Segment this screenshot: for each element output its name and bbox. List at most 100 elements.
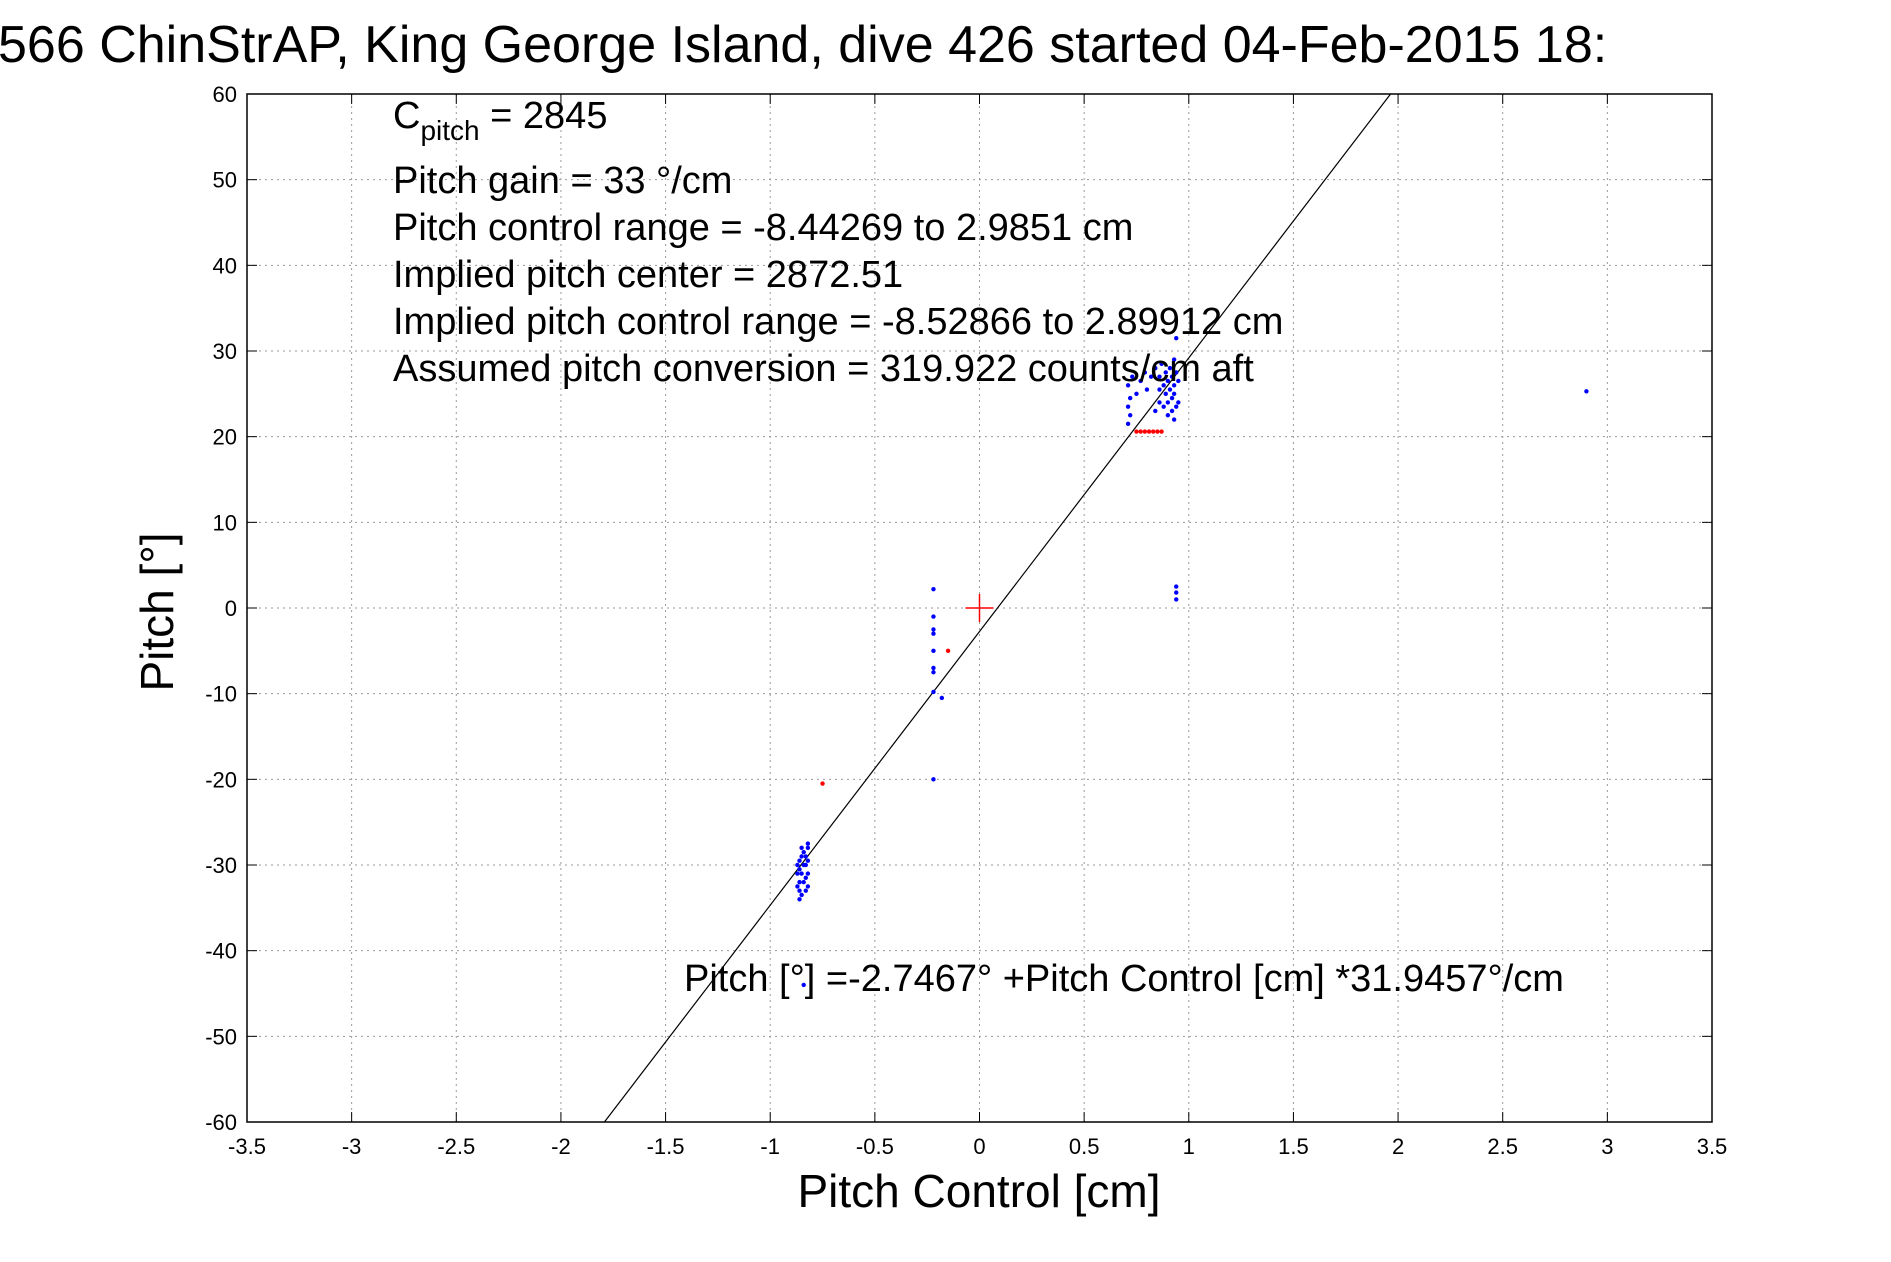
- data-point-red: [1134, 429, 1139, 434]
- data-point-blue: [931, 614, 936, 619]
- data-point-blue: [1134, 391, 1139, 397]
- data-point-blue: [1157, 387, 1162, 392]
- data-point-blue: [801, 982, 806, 988]
- data-point-blue: [803, 862, 808, 868]
- data-point-blue: [1127, 395, 1133, 401]
- x-tick-label: 3.5: [1697, 1134, 1728, 1159]
- data-point-blue: [939, 695, 945, 701]
- y-tick-label: 10: [213, 510, 237, 535]
- y-tick-label: -20: [205, 767, 237, 792]
- c-pitch-value: = 2845: [480, 95, 608, 137]
- data-point-blue: [801, 849, 806, 855]
- c-pitch-sub: pitch: [420, 115, 479, 146]
- data-point-blue: [805, 884, 811, 889]
- data-point-blue: [1584, 389, 1589, 394]
- data-point-red: [945, 648, 951, 654]
- data-points: [795, 335, 1589, 988]
- x-tick-label: -2: [551, 1134, 571, 1159]
- data-point-blue: [1138, 378, 1143, 384]
- data-point-blue: [1174, 597, 1179, 602]
- data-point-blue: [1171, 383, 1177, 388]
- data-point-blue: [797, 888, 802, 893]
- x-tick-label: -2.5: [437, 1134, 475, 1159]
- x-tick-label: 0: [973, 1134, 985, 1159]
- data-point-blue: [1163, 370, 1168, 375]
- x-tick-label: 1: [1183, 1134, 1195, 1159]
- data-point-blue: [931, 777, 936, 782]
- grid-lines: [247, 94, 1712, 1122]
- annotation-assumed-pitch-conversion: Assumed pitch conversion = 319.922 count…: [393, 348, 1254, 390]
- annotation-implied-pitch-center: Implied pitch center = 2872.51: [393, 254, 903, 296]
- data-point-blue: [1153, 408, 1158, 414]
- data-point-blue: [1176, 378, 1181, 384]
- annotation-implied-pitch-control-range: Implied pitch control range = -8.52866 t…: [393, 301, 1283, 343]
- y-tick-label: 40: [213, 253, 237, 278]
- data-point-blue: [931, 689, 936, 695]
- axis-ticks: [246, 93, 1713, 1123]
- data-point-blue: [931, 627, 936, 632]
- x-tick-label: 1.5: [1278, 1134, 1309, 1159]
- data-point-blue: [797, 879, 802, 885]
- data-point-blue: [795, 862, 800, 868]
- data-point-blue: [1165, 378, 1171, 384]
- annotation-pitch-gain: Pitch gain = 33 °/cm: [393, 160, 732, 202]
- data-point-blue: [931, 586, 936, 592]
- annotation-c-pitch: Cpitch = 2845: [393, 95, 607, 146]
- data-point-blue: [1171, 391, 1177, 397]
- data-point-blue: [795, 884, 800, 889]
- data-point-blue: [799, 871, 804, 876]
- data-point-blue: [1142, 370, 1148, 375]
- data-point-blue: [1171, 357, 1177, 362]
- data-point-blue: [803, 854, 808, 859]
- data-point-blue: [1130, 374, 1135, 379]
- data-point-blue: [931, 648, 936, 654]
- data-point-blue: [1169, 408, 1175, 414]
- data-point-blue: [1174, 590, 1179, 595]
- data-point-red: [1159, 429, 1164, 434]
- y-tick-label: 20: [213, 425, 237, 450]
- data-point-red: [1142, 429, 1148, 434]
- fit-line: [603, 93, 1392, 1123]
- chart-title: 566 ChinStrAP, King George Island, dive …: [0, 16, 1607, 74]
- data-point-blue: [1167, 387, 1173, 392]
- annotation-fit-equation: Pitch [°] =-2.7467° +Pitch Control [cm] …: [684, 958, 1564, 1000]
- data-point-blue: [799, 892, 804, 898]
- x-tick-label: -1: [760, 1134, 780, 1159]
- data-point-blue: [1174, 404, 1179, 409]
- x-tick-label: -1.5: [647, 1134, 685, 1159]
- y-axis-label: Pitch [°]: [131, 532, 183, 691]
- y-tick-label: 30: [213, 339, 237, 364]
- x-tick-labels: -3.5 -3 -2.5 -2 -1.5 -1 -0.5 0 0.5 1 1.5 2 2.5 3 3.5: [228, 1134, 1727, 1159]
- data-point-red: [1155, 429, 1160, 434]
- data-point-blue: [1167, 365, 1173, 371]
- x-tick-label: 0.5: [1069, 1134, 1100, 1159]
- data-point-blue: [931, 665, 936, 671]
- data-point-blue: [1157, 400, 1162, 405]
- data-point-blue: [1144, 387, 1150, 392]
- data-point-blue: [805, 858, 811, 863]
- data-point-blue: [1157, 374, 1162, 379]
- data-point-blue: [1165, 400, 1171, 405]
- data-point-blue: [803, 888, 808, 893]
- data-point-red: [1138, 429, 1143, 434]
- data-point-blue: [801, 879, 806, 885]
- data-point-blue: [805, 871, 811, 876]
- data-point-red: [820, 781, 825, 786]
- annotation-pitch-control-range: Pitch control range = -8.44269 to 2.9851…: [393, 207, 1133, 249]
- data-point-blue: [1176, 400, 1181, 405]
- data-point-blue: [797, 867, 802, 872]
- data-point-blue: [797, 858, 802, 863]
- data-point-blue: [1159, 361, 1164, 367]
- data-point-blue: [1174, 370, 1179, 375]
- data-point-blue: [1165, 413, 1171, 418]
- data-point-blue: [1125, 383, 1131, 388]
- data-point-blue: [1163, 391, 1168, 397]
- data-point-blue: [805, 845, 811, 851]
- data-point-blue: [1125, 421, 1131, 427]
- data-point-blue: [1169, 374, 1175, 379]
- y-tick-label: -40: [205, 939, 237, 964]
- x-tick-label: -3.5: [228, 1134, 266, 1159]
- data-point-blue: [805, 841, 811, 846]
- data-point-blue: [931, 631, 936, 636]
